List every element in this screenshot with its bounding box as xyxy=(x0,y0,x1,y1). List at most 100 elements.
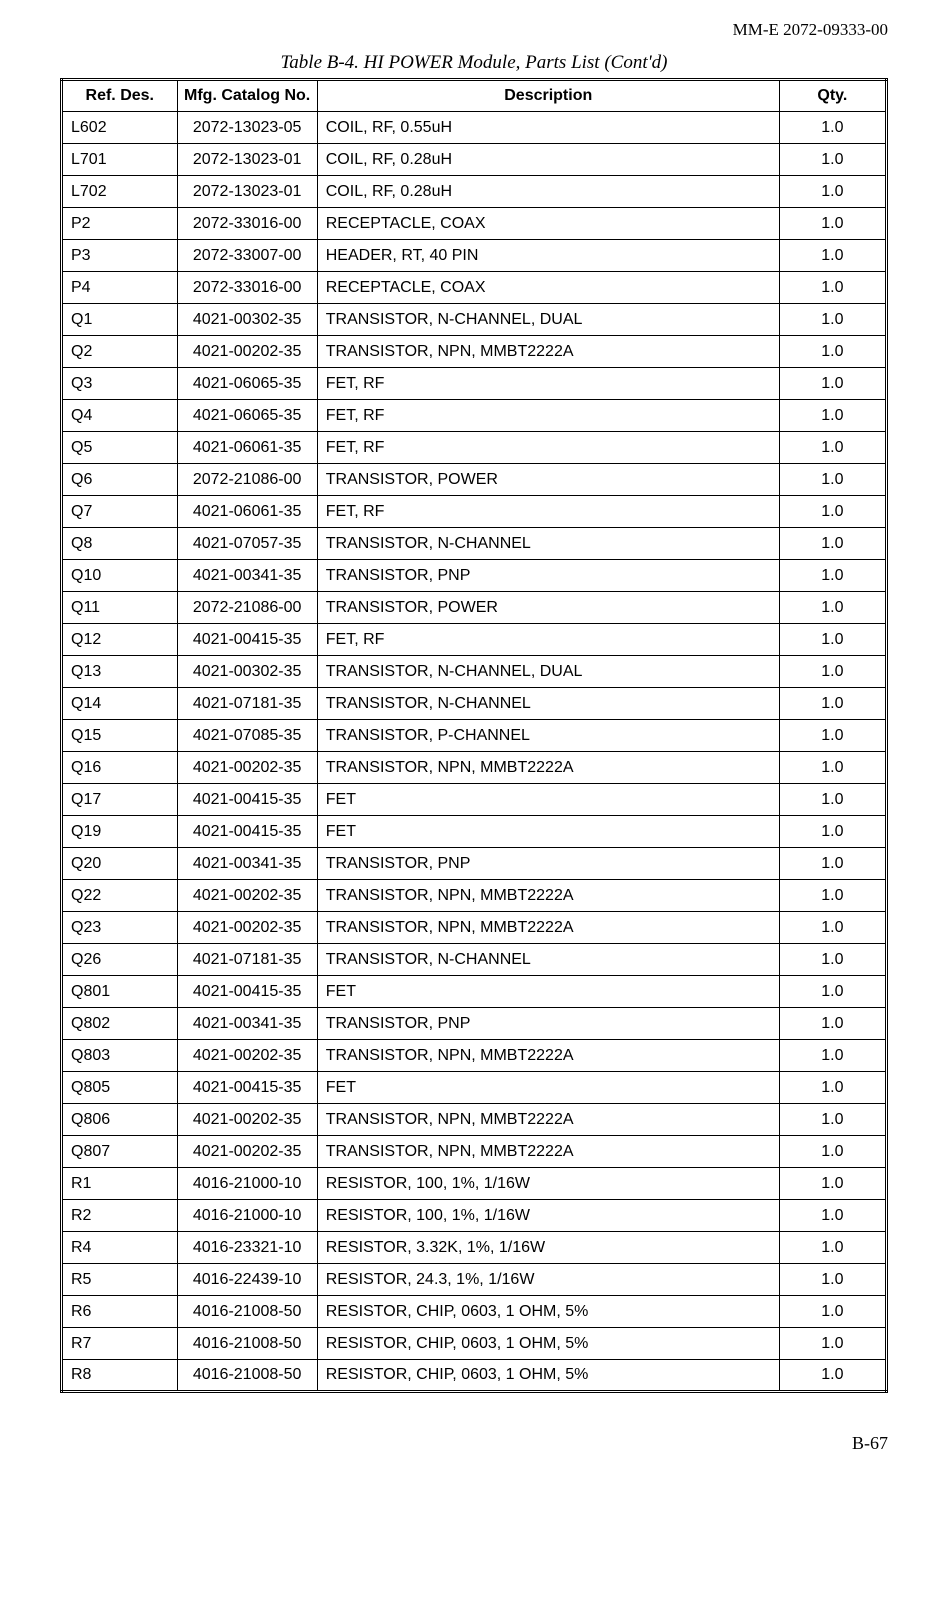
cell-qty: 1.0 xyxy=(779,272,886,304)
table-row: Q224021-00202-35TRANSISTOR, NPN, MMBT222… xyxy=(62,880,887,912)
cell-qty: 1.0 xyxy=(779,1136,886,1168)
cell-description: TRANSISTOR, P-CHANNEL xyxy=(317,720,779,752)
cell-ref-des: Q23 xyxy=(62,912,178,944)
cell-mfg-catalog: 2072-33016-00 xyxy=(177,272,317,304)
table-row: Q8064021-00202-35TRANSISTOR, NPN, MMBT22… xyxy=(62,1104,887,1136)
table-row: Q8074021-00202-35TRANSISTOR, NPN, MMBT22… xyxy=(62,1136,887,1168)
table-row: Q62072-21086-00TRANSISTOR, POWER1.0 xyxy=(62,464,887,496)
cell-ref-des: Q3 xyxy=(62,368,178,400)
cell-qty: 1.0 xyxy=(779,240,886,272)
cell-qty: 1.0 xyxy=(779,912,886,944)
cell-mfg-catalog: 4021-00202-35 xyxy=(177,752,317,784)
table-row: P32072-33007-00HEADER, RT, 40 PIN1.0 xyxy=(62,240,887,272)
table-row: R54016-22439-10RESISTOR, 24.3, 1%, 1/16W… xyxy=(62,1264,887,1296)
cell-qty: 1.0 xyxy=(779,752,886,784)
cell-qty: 1.0 xyxy=(779,1360,886,1392)
cell-description: TRANSISTOR, N-CHANNEL, DUAL xyxy=(317,304,779,336)
cell-ref-des: R8 xyxy=(62,1360,178,1392)
table-row: Q8054021-00415-35FET1.0 xyxy=(62,1072,887,1104)
cell-qty: 1.0 xyxy=(779,1008,886,1040)
table-row: R24016-21000-10RESISTOR, 100, 1%, 1/16W1… xyxy=(62,1200,887,1232)
table-row: Q8024021-00341-35TRANSISTOR, PNP1.0 xyxy=(62,1008,887,1040)
table-row: Q44021-06065-35FET, RF1.0 xyxy=(62,400,887,432)
parts-list-table: Ref. Des. Mfg. Catalog No. Description Q… xyxy=(60,78,888,1393)
cell-ref-des: L702 xyxy=(62,176,178,208)
cell-qty: 1.0 xyxy=(779,1296,886,1328)
cell-ref-des: R2 xyxy=(62,1200,178,1232)
table-row: P22072-33016-00RECEPTACLE, COAX1.0 xyxy=(62,208,887,240)
cell-mfg-catalog: 4021-07181-35 xyxy=(177,688,317,720)
cell-ref-des: Q19 xyxy=(62,816,178,848)
cell-qty: 1.0 xyxy=(779,1072,886,1104)
cell-description: TRANSISTOR, PNP xyxy=(317,1008,779,1040)
cell-description: RECEPTACLE, COAX xyxy=(317,208,779,240)
column-header-qty: Qty. xyxy=(779,80,886,112)
cell-mfg-catalog: 4021-06061-35 xyxy=(177,496,317,528)
table-row: Q134021-00302-35TRANSISTOR, N-CHANNEL, D… xyxy=(62,656,887,688)
cell-ref-des: Q1 xyxy=(62,304,178,336)
cell-mfg-catalog: 4016-21008-50 xyxy=(177,1296,317,1328)
cell-description: RESISTOR, CHIP, 0603, 1 OHM, 5% xyxy=(317,1328,779,1360)
cell-qty: 1.0 xyxy=(779,1328,886,1360)
cell-mfg-catalog: 4021-00341-35 xyxy=(177,848,317,880)
table-row: L7012072-13023-01COIL, RF, 0.28uH1.0 xyxy=(62,144,887,176)
cell-mfg-catalog: 4016-21000-10 xyxy=(177,1200,317,1232)
cell-description: FET xyxy=(317,784,779,816)
cell-mfg-catalog: 2072-33007-00 xyxy=(177,240,317,272)
cell-ref-des: P2 xyxy=(62,208,178,240)
cell-qty: 1.0 xyxy=(779,688,886,720)
cell-mfg-catalog: 4021-07085-35 xyxy=(177,720,317,752)
cell-description: FET xyxy=(317,1072,779,1104)
cell-qty: 1.0 xyxy=(779,304,886,336)
table-row: Q234021-00202-35TRANSISTOR, NPN, MMBT222… xyxy=(62,912,887,944)
cell-mfg-catalog: 4021-00341-35 xyxy=(177,560,317,592)
table-row: R64016-21008-50RESISTOR, CHIP, 0603, 1 O… xyxy=(62,1296,887,1328)
cell-description: RECEPTACLE, COAX xyxy=(317,272,779,304)
cell-ref-des: Q6 xyxy=(62,464,178,496)
cell-qty: 1.0 xyxy=(779,1040,886,1072)
cell-mfg-catalog: 2072-21086-00 xyxy=(177,592,317,624)
cell-description: HEADER, RT, 40 PIN xyxy=(317,240,779,272)
cell-qty: 1.0 xyxy=(779,1200,886,1232)
cell-ref-des: Q801 xyxy=(62,976,178,1008)
cell-mfg-catalog: 2072-21086-00 xyxy=(177,464,317,496)
cell-qty: 1.0 xyxy=(779,528,886,560)
cell-description: TRANSISTOR, PNP xyxy=(317,848,779,880)
cell-mfg-catalog: 4021-00302-35 xyxy=(177,656,317,688)
cell-ref-des: P4 xyxy=(62,272,178,304)
cell-qty: 1.0 xyxy=(779,336,886,368)
table-row: Q34021-06065-35FET, RF1.0 xyxy=(62,368,887,400)
cell-ref-des: R6 xyxy=(62,1296,178,1328)
cell-ref-des: Q11 xyxy=(62,592,178,624)
cell-ref-des: Q806 xyxy=(62,1104,178,1136)
cell-ref-des: Q803 xyxy=(62,1040,178,1072)
cell-ref-des: Q17 xyxy=(62,784,178,816)
cell-mfg-catalog: 4021-00202-35 xyxy=(177,1136,317,1168)
cell-description: TRANSISTOR, N-CHANNEL, DUAL xyxy=(317,656,779,688)
cell-ref-des: Q15 xyxy=(62,720,178,752)
cell-mfg-catalog: 4021-00202-35 xyxy=(177,1104,317,1136)
cell-mfg-catalog: 4021-00415-35 xyxy=(177,976,317,1008)
cell-description: RESISTOR, CHIP, 0603, 1 OHM, 5% xyxy=(317,1296,779,1328)
cell-qty: 1.0 xyxy=(779,176,886,208)
cell-description: TRANSISTOR, NPN, MMBT2222A xyxy=(317,912,779,944)
cell-qty: 1.0 xyxy=(779,880,886,912)
cell-mfg-catalog: 4021-00302-35 xyxy=(177,304,317,336)
cell-description: TRANSISTOR, NPN, MMBT2222A xyxy=(317,1040,779,1072)
table-row: R44016-23321-10RESISTOR, 3.32K, 1%, 1/16… xyxy=(62,1232,887,1264)
cell-mfg-catalog: 4021-00202-35 xyxy=(177,912,317,944)
cell-ref-des: Q26 xyxy=(62,944,178,976)
cell-mfg-catalog: 4016-22439-10 xyxy=(177,1264,317,1296)
cell-qty: 1.0 xyxy=(779,400,886,432)
cell-description: TRANSISTOR, NPN, MMBT2222A xyxy=(317,1104,779,1136)
column-header-desc: Description xyxy=(317,80,779,112)
cell-description: TRANSISTOR, NPN, MMBT2222A xyxy=(317,1136,779,1168)
table-row: Q54021-06061-35FET, RF1.0 xyxy=(62,432,887,464)
cell-ref-des: Q2 xyxy=(62,336,178,368)
cell-mfg-catalog: 4021-00202-35 xyxy=(177,1040,317,1072)
table-title: Table B-4. HI POWER Module, Parts List (… xyxy=(60,52,888,74)
table-row: R74016-21008-50RESISTOR, CHIP, 0603, 1 O… xyxy=(62,1328,887,1360)
table-row: R14016-21000-10RESISTOR, 100, 1%, 1/16W1… xyxy=(62,1168,887,1200)
cell-ref-des: Q807 xyxy=(62,1136,178,1168)
cell-ref-des: L602 xyxy=(62,112,178,144)
